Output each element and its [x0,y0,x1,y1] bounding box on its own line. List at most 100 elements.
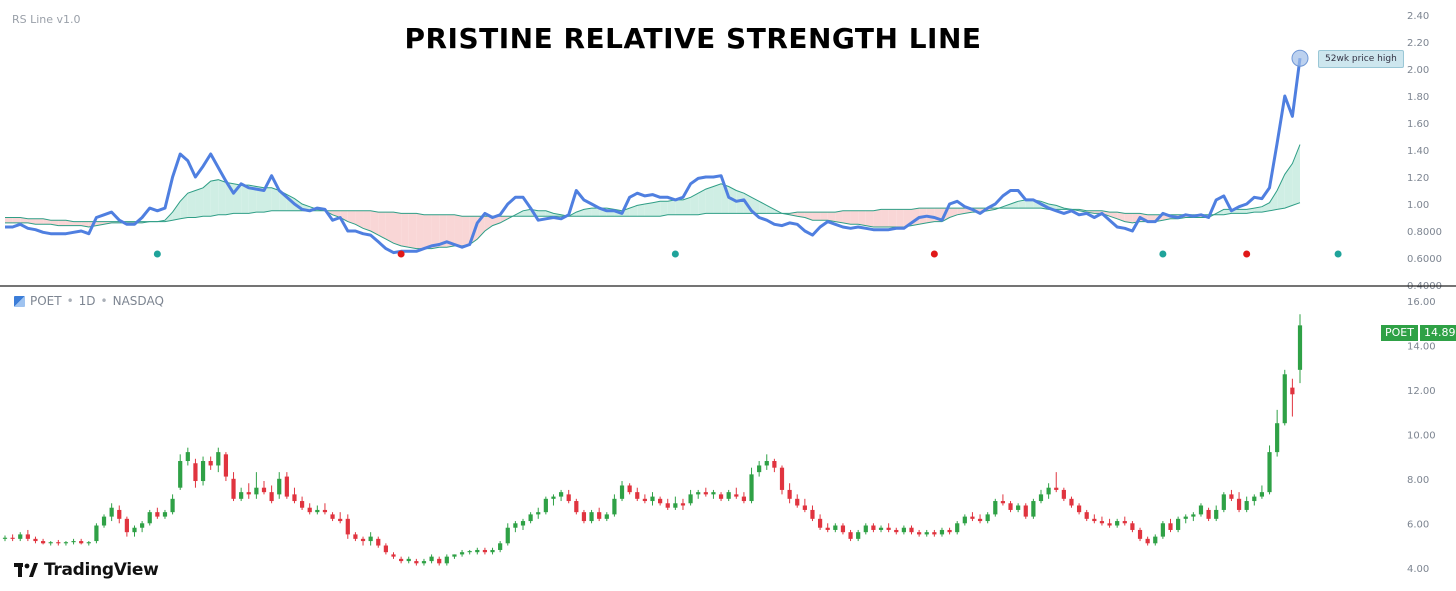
candle-body [147,512,152,524]
indicator-label: RS Line v1.0 [12,13,81,26]
candle-body [162,512,168,517]
rs-signal-dot [1243,250,1251,258]
rs-fill-segment [187,190,196,218]
candle-body [124,518,129,533]
symbol-exchange: NASDAQ [112,294,164,308]
candle-body [787,489,792,499]
candle-body [490,549,495,553]
candle-body [833,525,838,530]
candle-body [1267,452,1272,493]
candle-body [1168,523,1173,530]
rs-fill-segment [957,208,965,215]
rs-fill-segment [865,210,874,227]
rs-fill-segment [332,210,341,218]
candle-body [1275,423,1280,453]
candle-body [909,527,914,533]
candle-body [795,498,800,506]
rs-fill-segment [1147,214,1156,222]
candle-body [1137,529,1143,539]
rs-fill-segment [842,210,851,225]
candle-body [536,512,541,515]
candle-body [1038,494,1044,502]
candle-body [86,542,91,544]
candle-body [360,538,366,542]
candle-body [856,532,861,539]
rs-fill-segment [96,221,105,226]
candle-body [574,501,579,513]
price-tick-label: 8.00 [1407,475,1429,486]
candle-body [269,492,274,502]
candle-body [132,527,137,533]
rs-fill-segment [713,183,722,214]
candle-body [178,461,183,488]
candle-body [802,505,807,510]
candle-body [444,556,449,564]
rs-fill-segment [439,214,447,248]
rs-fill-segment [370,210,379,236]
last-price-tag: POET 14.89 [1381,325,1456,341]
price-high-callout: 52wk price high [1318,50,1404,68]
candle-body [307,507,312,513]
candle-body [734,494,739,497]
candle-body [551,496,556,499]
candle-body [1236,498,1242,510]
rs-tick-label: 2.40 [1407,11,1429,22]
rs-fill-segment [1261,202,1270,213]
candle-body [1206,509,1211,519]
candle-body [962,516,967,524]
candle-body [48,542,53,544]
candle-body [1191,514,1196,517]
candle-body [1016,505,1021,510]
candle-body [1092,518,1097,522]
candle-body [1198,505,1204,515]
candle-body [665,503,670,508]
candle-body [1252,496,1257,502]
symbol-label[interactable]: POET • 1D • NASDAQ [14,294,164,308]
rs-fill-segment [637,204,645,217]
rs-lines [5,49,1309,255]
rs-tick-label: 1.80 [1407,92,1429,103]
rs-fill-segment [881,209,889,227]
rs-tick-label: 1.20 [1407,173,1429,184]
rs-fill-segment [172,201,181,221]
rs-fill-segment [431,214,440,249]
candle-body [94,525,99,542]
rs-slow-ma-line [5,202,1301,223]
rs-signal-dot [1159,250,1167,258]
rs-fill-segment [35,218,44,225]
tradingview-logo[interactable]: TradingView [14,560,159,580]
symbol-ticker: POET [30,294,62,308]
rs-fill-segment [1018,199,1026,209]
rs-tick-label: 2.00 [1407,65,1429,76]
candle-body [216,452,221,466]
rs-fill-segment [827,212,836,222]
price-candles [2,314,1303,566]
candle-body [977,518,983,522]
rs-fill-segment [660,201,668,217]
rs-tick-label: 2.20 [1407,38,1429,49]
candle-body [429,556,434,562]
candle-body [513,523,518,528]
rs-fill-segment [248,185,257,214]
candle-body [741,496,747,502]
candle-body [1214,509,1219,519]
rs-fill-segment [203,181,211,217]
candle-body [452,554,457,557]
rs-fill-segment [1239,209,1247,214]
rs-fill-segment [667,199,676,215]
candle-body [825,527,830,530]
candle-body [658,498,663,504]
candle-body [688,494,693,504]
candle-body [71,541,76,543]
candle-body [1046,487,1051,495]
candle-body [345,518,350,535]
rs-tick-label: 0.8000 [1407,227,1442,238]
candle-body [391,554,396,557]
rs-fill-segment [682,197,691,215]
rs-fill-segment [210,179,219,217]
candle-body [1069,498,1074,506]
rs-y-axis: 2.40 2.20 2.00 1.80 1.60 1.40 1.20 1.00 0.8000 0.… [1407,11,1442,292]
candle-body [955,523,960,533]
candle-body [10,537,15,539]
rs-fill-segment [850,210,859,225]
